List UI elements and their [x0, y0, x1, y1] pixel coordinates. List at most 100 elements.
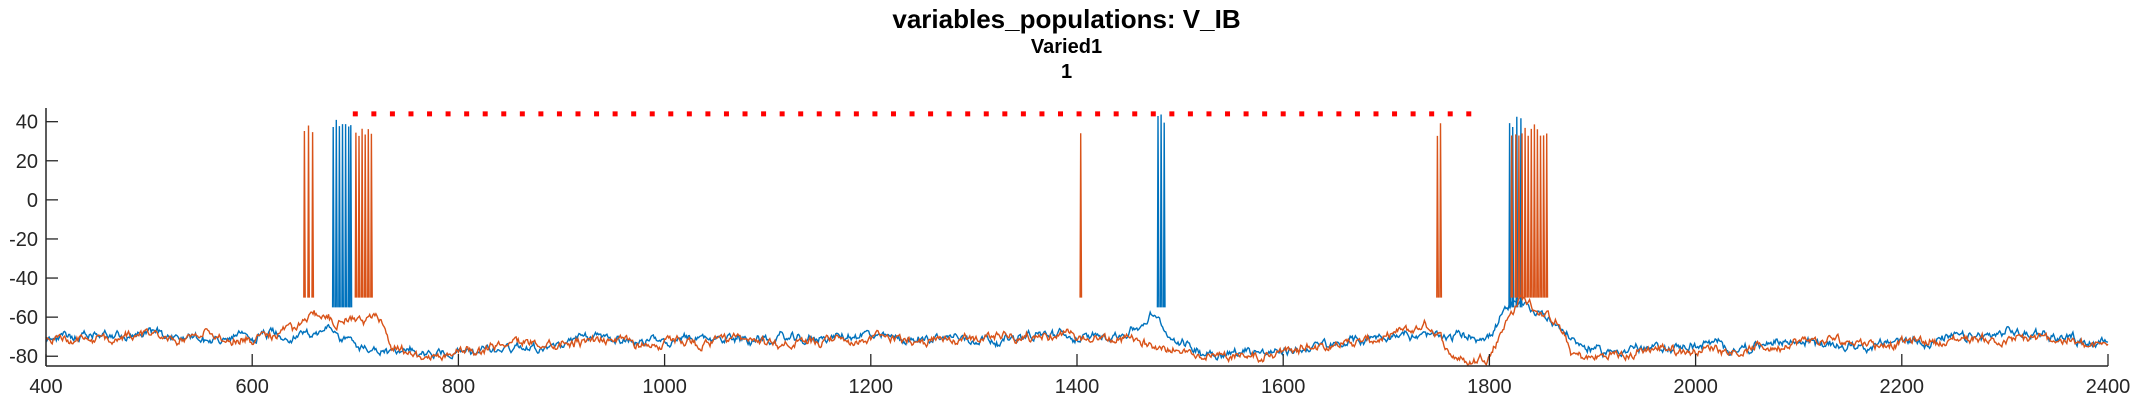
- x-tick-label: 2400: [2086, 376, 2131, 398]
- raster-marker-dot: [1447, 111, 1453, 117]
- raster-marker-dot: [1206, 111, 1212, 117]
- spike: [1508, 123, 1512, 308]
- raster-marker-dot: [1020, 111, 1026, 117]
- raster-marker-dot: [761, 111, 767, 117]
- x-tick-label: 1400: [1055, 376, 1100, 398]
- spike: [363, 134, 367, 298]
- raster-marker-dot: [668, 111, 674, 117]
- raster-marker-dot: [686, 111, 692, 117]
- raster-marker-dot: [798, 111, 804, 117]
- raster-marker-dot: [1373, 111, 1379, 117]
- raster-marker-dot: [538, 111, 544, 117]
- raster-marker-dot: [1429, 111, 1435, 117]
- raster-marker-dot: [1058, 111, 1064, 117]
- y-tick-label: 20: [16, 151, 38, 173]
- raster-marker-dot: [631, 111, 637, 117]
- raster-marker-dot: [1002, 111, 1008, 117]
- spike: [1539, 135, 1543, 298]
- spike: [360, 128, 364, 298]
- raster-marker-dot: [1113, 111, 1119, 117]
- spike: [307, 125, 310, 298]
- raster-marker-dot: [983, 111, 989, 117]
- raster-marker-dot: [482, 111, 488, 117]
- raster-marker-dot: [501, 111, 507, 117]
- raster-marker-dot: [835, 111, 841, 117]
- raster-marker-dot: [445, 111, 451, 117]
- raster-marker-dot: [890, 111, 896, 117]
- series-trace-blue: [45, 299, 2109, 361]
- raster-marker-dot: [742, 111, 748, 117]
- raster-marker-dot: [464, 111, 470, 117]
- y-tick-label: 0: [27, 190, 38, 212]
- raster-marker-dot: [427, 111, 433, 117]
- axes: 400 600 800 1000 1200 1400 1600 1800 2000 2200 240…: [9, 108, 2130, 398]
- raster-marker-dot: [1243, 111, 1249, 117]
- spike: [1545, 133, 1549, 298]
- raster-marker-dot: [649, 111, 655, 117]
- raster-marker-dot: [1392, 111, 1398, 117]
- raster-marker-dot: [1039, 111, 1045, 117]
- raster-marker-dot: [779, 111, 785, 117]
- raster-marker-dot: [1169, 111, 1175, 117]
- chart-subtitle: Varied1: [1030, 36, 1103, 58]
- x-tick-label: 2000: [1673, 376, 1718, 398]
- raster-marker-dot: [1225, 111, 1231, 117]
- spike: [1510, 135, 1514, 298]
- x-tick-label: 800: [442, 376, 475, 398]
- spike: [1156, 115, 1160, 308]
- spike: [349, 125, 353, 308]
- spike: [357, 135, 361, 298]
- spike: [1520, 133, 1524, 298]
- raster-marker-dot: [352, 111, 358, 117]
- raster-marker-dot: [872, 111, 878, 117]
- x-tick-label: 1800: [1467, 376, 1512, 398]
- raster-marker-dot: [556, 111, 562, 117]
- chart-subtitle-2: 1: [1060, 61, 1073, 83]
- raster-marker-dot: [909, 111, 915, 117]
- raster-marker-dot: [371, 111, 377, 117]
- spike: [1079, 133, 1083, 298]
- y-tick-label: -60: [9, 307, 38, 329]
- raster-marker-dot: [723, 111, 729, 117]
- y-tick-label: -80: [9, 346, 38, 368]
- spike: [1162, 122, 1166, 308]
- spike: [367, 129, 370, 298]
- raster-marker-dot: [612, 111, 618, 117]
- raster-marker-dot: [594, 111, 600, 117]
- raster-marker-dot: [1317, 111, 1323, 117]
- raster-marker-dot: [705, 111, 711, 117]
- spike: [344, 124, 348, 308]
- raster-marker-dot: [946, 111, 952, 117]
- spike: [335, 119, 338, 308]
- spike: [370, 133, 373, 298]
- x-tick-label: 1200: [849, 376, 894, 398]
- spike: [338, 126, 341, 308]
- raster-marker-dot: [1262, 111, 1268, 117]
- raster-marker-dot: [928, 111, 934, 117]
- spike: [1529, 128, 1533, 298]
- raster-marker-dot: [1150, 111, 1156, 117]
- y-tick-label: -40: [9, 268, 38, 290]
- raster-marker-dot: [1095, 111, 1101, 117]
- spike: [1536, 129, 1539, 298]
- raster-marker-dot: [853, 111, 859, 117]
- spike: [1542, 135, 1546, 298]
- x-tick-label: 2200: [1880, 376, 1925, 398]
- spike: [1439, 123, 1443, 298]
- raster-marker-dot: [1132, 111, 1138, 117]
- x-tick-label: 400: [29, 376, 62, 398]
- raster-marker-dot: [965, 111, 971, 117]
- chart-title-block: variables_populations: V_IB Varied1 1: [0, 4, 2133, 84]
- spike: [347, 126, 351, 308]
- spike: [354, 132, 358, 298]
- chart-title: variables_populations: V_IB: [892, 4, 1241, 34]
- spike: [1523, 127, 1527, 298]
- raster-marker-dot: [519, 111, 525, 117]
- raster-marker-dot: [1336, 111, 1342, 117]
- spike: [1159, 114, 1163, 308]
- raster-marker-dot: [1076, 111, 1082, 117]
- raster-markers: [352, 111, 1472, 117]
- y-tick-label: -20: [9, 229, 38, 251]
- raster-marker-dot: [389, 111, 395, 117]
